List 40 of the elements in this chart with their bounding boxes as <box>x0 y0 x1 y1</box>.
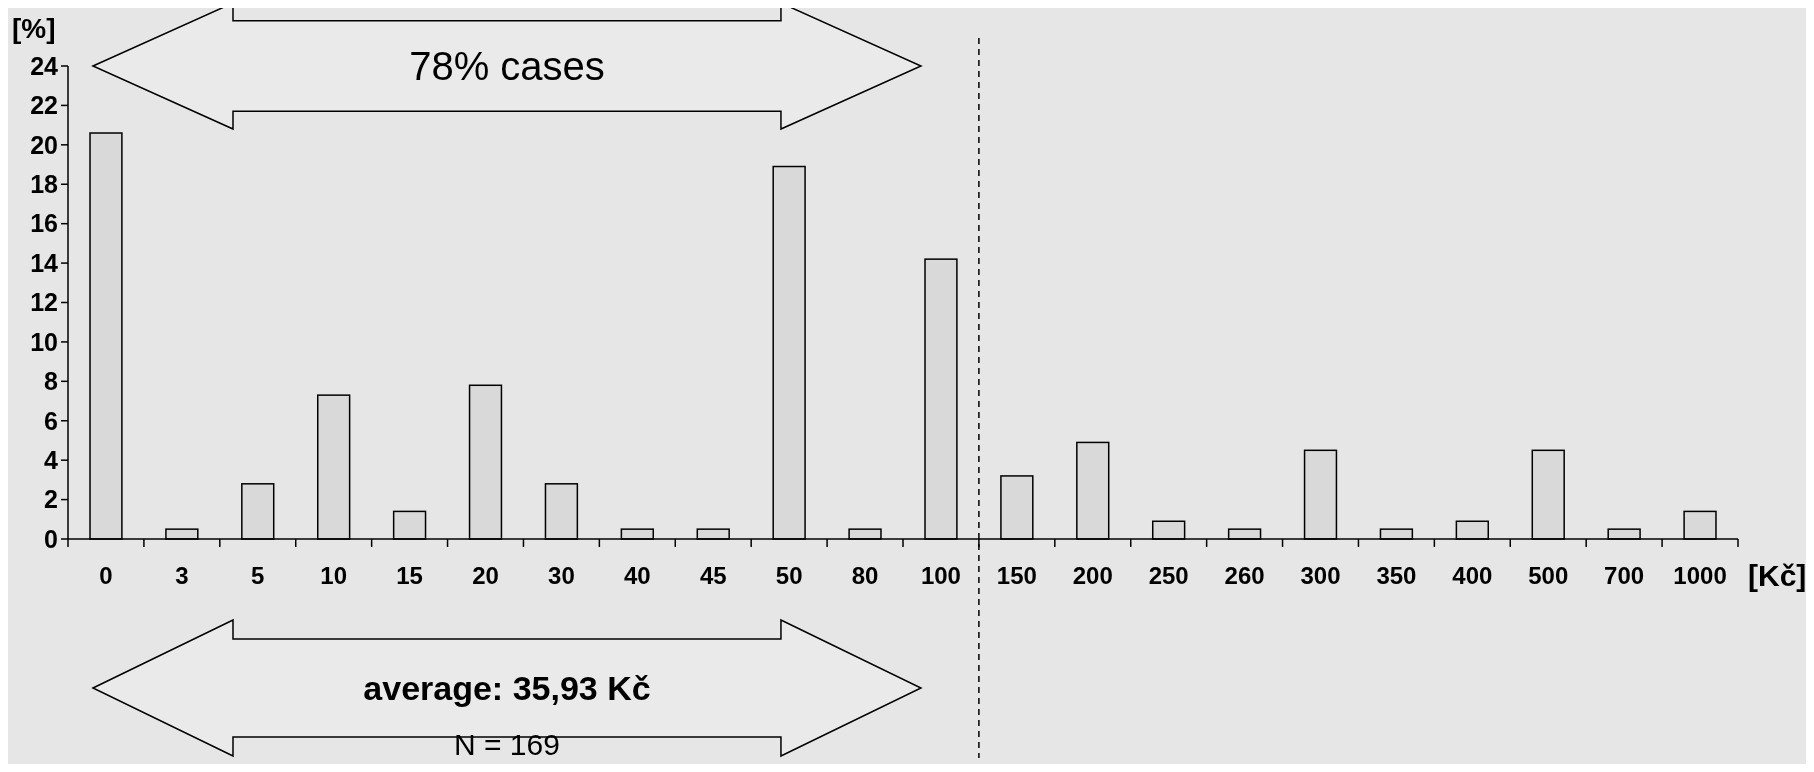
x-tick-label: 200 <box>1072 562 1113 589</box>
x-tick-label: 150 <box>996 562 1037 589</box>
y-tick-label: 24 <box>30 51 59 80</box>
y-tick-label: 22 <box>30 91 58 120</box>
x-tick-label: 30 <box>548 562 575 589</box>
y-tick-label: 0 <box>44 524 58 553</box>
x-tick-label: 40 <box>623 562 651 589</box>
x-tick-label: 20 <box>472 562 499 589</box>
x-tick-label: 15 <box>396 562 423 589</box>
y-tick-label: 6 <box>44 406 58 435</box>
x-tick-label: 260 <box>1224 562 1265 589</box>
y-tick-label: 12 <box>30 288 58 317</box>
x-tick-label: 50 <box>775 562 803 589</box>
y-tick-label: 18 <box>30 170 59 198</box>
x-tick-label: 100 <box>920 562 961 589</box>
x-tick-label: 3 <box>175 562 189 589</box>
x-tick-label: 300 <box>1300 562 1341 589</box>
y-tick-label: 8 <box>44 367 59 396</box>
y-axis-title: [%] <box>12 13 56 44</box>
text: N = 169 <box>454 727 560 761</box>
y-tick-label: 20 <box>30 130 58 159</box>
x-axis-title: [Kč] <box>1748 559 1807 592</box>
y-tick-label: 2 <box>44 485 58 514</box>
y-tick-label: 4 <box>44 445 59 474</box>
x-tick-label: 700 <box>1604 562 1645 589</box>
x-tick-label: 250 <box>1148 562 1189 589</box>
y-tick-label: 10 <box>30 327 58 356</box>
x-tick-label: 400 <box>1452 562 1493 589</box>
y-tick-label: 16 <box>30 209 58 238</box>
x-tick-label: 350 <box>1376 562 1417 589</box>
x-tick-label: 1000 <box>1673 562 1727 589</box>
text: average: 35,93 Kč <box>363 668 651 707</box>
x-tick-label: 10 <box>320 562 348 589</box>
x-tick-label: 80 <box>851 562 879 589</box>
x-tick-label: 0 <box>99 562 113 589</box>
x-tick-label: 5 <box>251 562 265 589</box>
y-tick-label: 14 <box>30 248 59 277</box>
annotation: 78% cases <box>409 44 605 88</box>
x-tick-label: 500 <box>1528 562 1569 589</box>
x-tick-label: 45 <box>699 562 727 589</box>
